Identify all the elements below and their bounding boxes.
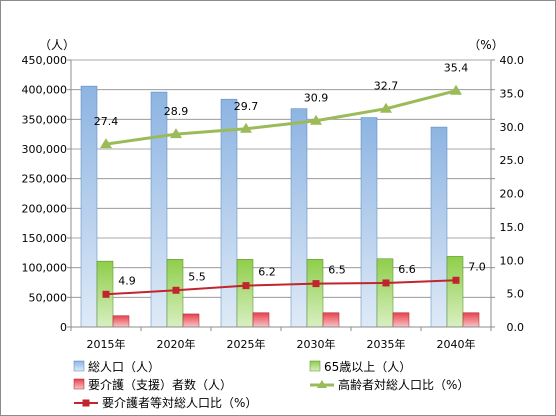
y-left-tick-label: 0 — [60, 321, 67, 334]
square-marker — [382, 279, 390, 287]
bar — [306, 259, 324, 328]
bar — [446, 256, 464, 328]
square-marker — [312, 280, 320, 288]
y-left-tick-label: 350,000 — [22, 113, 68, 126]
legend-swatch — [73, 360, 85, 372]
y-left-tick-label: 400,000 — [22, 84, 68, 97]
bar — [376, 258, 394, 328]
triangle-marker — [240, 122, 252, 133]
triangle-marker — [450, 84, 462, 95]
triangle-marker — [380, 102, 392, 113]
data-label: 29.7 — [234, 100, 259, 113]
legend-square-marker — [82, 399, 90, 407]
y-right-unit-label: （%） — [468, 38, 503, 52]
triangle-marker — [100, 138, 112, 149]
legend-label: 高齢者対総人口比（%） — [338, 377, 469, 392]
axis-text-group: （人） （%） 0 50,000 100,000 150,000 200,000 250,… — [22, 38, 525, 351]
bar — [236, 259, 254, 328]
legend-swatch — [73, 378, 85, 390]
x-tick-label: 2030年 — [297, 337, 336, 351]
y-right-tick-label: 25.0 — [500, 154, 525, 167]
y-left-tick-label: 300,000 — [22, 143, 68, 156]
bar — [290, 108, 308, 328]
bar — [322, 312, 340, 328]
bar — [220, 98, 238, 328]
bar-group — [80, 85, 480, 328]
y-right-tick-label: 20.0 — [500, 188, 525, 201]
y-right-tick-label: 40.0 — [500, 54, 525, 67]
legend-label: 総人口（人） — [88, 360, 160, 374]
x-tick-label: 2015年 — [87, 337, 126, 351]
y-right-tick-label: 5.0 — [507, 288, 525, 301]
data-label: 32.7 — [374, 80, 399, 93]
triangle-marker — [170, 128, 182, 139]
data-label: 27.4 — [94, 115, 119, 128]
bar — [112, 315, 130, 328]
bar — [182, 313, 200, 328]
line-group — [100, 84, 462, 298]
y-right-tick-label: 10.0 — [500, 254, 525, 267]
y-left-tick-label: 450,000 — [22, 54, 68, 67]
square-marker — [172, 286, 180, 294]
y-right-tick-label: 35.0 — [500, 87, 525, 100]
bar — [430, 126, 448, 328]
y-left-tick-label: 250,000 — [22, 173, 68, 186]
bar — [462, 312, 480, 328]
triangle-marker — [310, 114, 322, 125]
square-marker — [452, 276, 460, 284]
y-right-tick-label: 30.0 — [500, 121, 525, 134]
square-marker — [102, 290, 110, 298]
x-tick-label: 2020年 — [157, 337, 196, 351]
axes — [67, 59, 495, 331]
legend-label: 65歳以上（人） — [324, 360, 411, 374]
data-label: 30.9 — [304, 92, 329, 105]
y-right-tick-label: 0.0 — [507, 321, 525, 334]
bar — [252, 312, 270, 328]
y-right-tick-label: 15.0 — [500, 221, 525, 234]
x-tick-label: 2035年 — [367, 337, 406, 351]
series-line — [105, 279, 457, 296]
legend-triangle-marker — [317, 380, 327, 388]
bar — [360, 117, 378, 328]
legend: 総人口（人） 65歳以上（人） 要介護（支援）者数（人） 高齢者対総人口比（%） 要介護… — [73, 360, 469, 410]
data-label: 6.5 — [328, 264, 346, 277]
series-line — [105, 89, 457, 146]
x-tick-label: 2040年 — [437, 337, 476, 351]
data-label: 5.5 — [188, 270, 206, 283]
data-label: 6.6 — [398, 263, 416, 276]
y-left-tick-label: 50,000 — [29, 291, 68, 304]
y-left-tick-label: 200,000 — [22, 202, 68, 215]
y-left-unit-label: （人） — [39, 38, 75, 52]
data-label: 7.0 — [468, 260, 486, 273]
bar — [392, 312, 410, 328]
data-label: 35.4 — [444, 62, 469, 75]
data-label: 4.9 — [118, 274, 136, 287]
data-label: 28.9 — [164, 105, 189, 118]
legend-swatch — [309, 360, 321, 372]
y-left-tick-label: 100,000 — [22, 262, 68, 275]
data-label: 6.2 — [258, 266, 276, 279]
square-marker — [242, 282, 250, 290]
x-tick-label: 2025年 — [227, 337, 266, 351]
y-left-tick-label: 150,000 — [22, 232, 68, 245]
legend-label: 要介護者等対総人口比（%） — [102, 395, 257, 410]
gridlines — [71, 59, 491, 298]
legend-label: 要介護（支援）者数（人） — [88, 377, 232, 392]
